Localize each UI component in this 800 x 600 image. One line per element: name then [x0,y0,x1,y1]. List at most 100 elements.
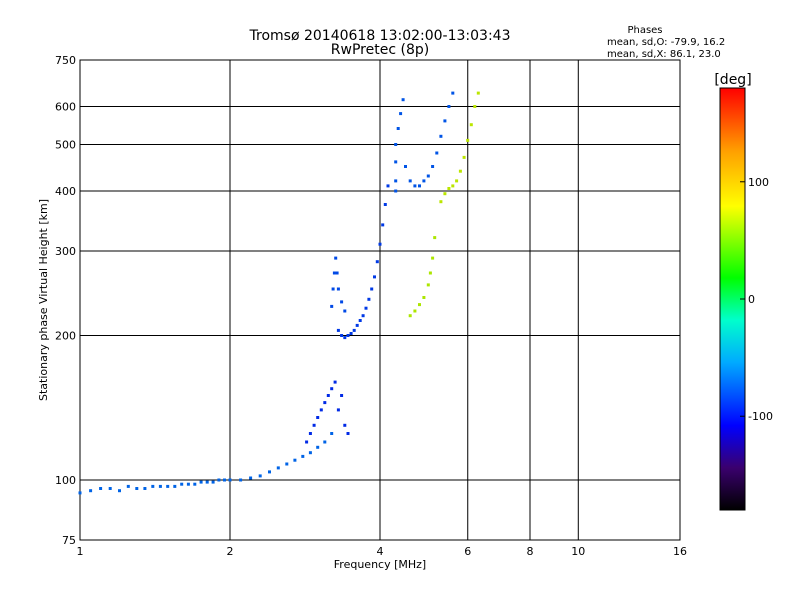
data-point [99,487,103,490]
data-point [358,319,362,322]
data-point [458,169,462,173]
data-point [431,256,435,260]
data-point [78,491,82,495]
y-tick-label: 75 [62,534,76,547]
data-point [308,432,312,435]
data-point [211,480,215,484]
data-point [249,476,253,480]
data-point [386,184,390,188]
x-tick-label: 16 [673,545,687,558]
data-point [364,306,368,310]
legend-title: Phases [627,25,662,36]
data-point [151,484,155,488]
data-point [396,127,400,130]
y-tick-label: 750 [55,54,76,67]
data-point [158,484,162,488]
grid-lines [80,60,680,540]
colorbar-label: [deg] [714,72,751,88]
data-point [301,454,305,458]
data-point [340,300,344,304]
data-point [349,332,353,335]
y-tick-label: 300 [55,245,76,258]
data-point [336,287,340,291]
data-point [186,482,190,486]
data-point [316,416,320,419]
data-point [422,179,426,183]
data-point [340,334,344,337]
data-point [166,484,170,488]
x-axis-label: Frequency [MHz] [334,558,426,571]
data-point [462,155,466,159]
data-point [319,408,323,412]
data-point [135,487,139,490]
data-point [466,138,470,142]
data-point [426,283,430,287]
data-point [394,179,398,183]
data-point [199,480,203,484]
data-point [258,474,262,478]
data-point [330,432,334,435]
data-point [439,200,443,204]
legend-line-o: mean, sd,O: -79.9, 16.2 [607,37,725,48]
data-point [316,445,320,449]
data-point [439,134,443,138]
data-point [428,271,432,275]
x-tick-label: 4 [377,545,384,558]
data-point [333,380,337,384]
data-point [323,440,327,444]
data-point [143,487,147,490]
data-point [408,179,412,183]
colorbar-tick-label: 0 [748,293,755,306]
data-point [228,478,232,482]
data-point [404,165,407,168]
data-point [401,98,405,102]
data-point [276,466,280,470]
data-point [223,478,226,482]
y-tick-label: 200 [55,330,76,343]
x-tick-label: 2 [227,545,234,558]
data-point [451,184,455,188]
data-point [305,440,309,444]
data-point [323,401,327,405]
data-point [426,174,430,178]
data-point [335,271,339,275]
data-point [334,256,338,260]
y-tick-label: 600 [55,101,76,114]
data-point [361,314,365,318]
data-point [126,484,130,488]
data-point [394,189,398,193]
data-point [308,451,312,455]
data-point [293,458,297,462]
data-point [326,394,330,397]
data-point [394,160,398,164]
data-point [355,323,359,327]
data-point [408,314,412,318]
chart-title: Tromsø 20140618 13:02:00-13:03:43 [249,28,511,44]
y-tick-label: 400 [55,185,76,198]
data-point [217,478,221,482]
data-point [370,287,374,291]
data-point [443,119,447,123]
data-point [285,462,289,466]
data-point [331,287,335,291]
data-point [383,203,387,206]
data-point [343,309,347,313]
x-axis-ticks: 1 2 4 6 8 10 16 [77,545,688,558]
data-point [239,478,243,482]
data-point [173,484,177,488]
data-point [435,151,439,155]
data-point [330,304,334,308]
data-point [418,184,421,188]
data-point [343,423,347,427]
chart-subtitle: RwPretec (8p) [331,42,429,58]
data-point [332,271,336,275]
data-point [205,480,209,484]
data-point [469,123,473,127]
colorbar-ticks: 100 0 -100 [740,176,773,423]
data-point [268,470,271,474]
data-point [352,328,356,332]
data-point [476,91,480,95]
data-point [336,328,340,332]
data-point [193,482,197,486]
